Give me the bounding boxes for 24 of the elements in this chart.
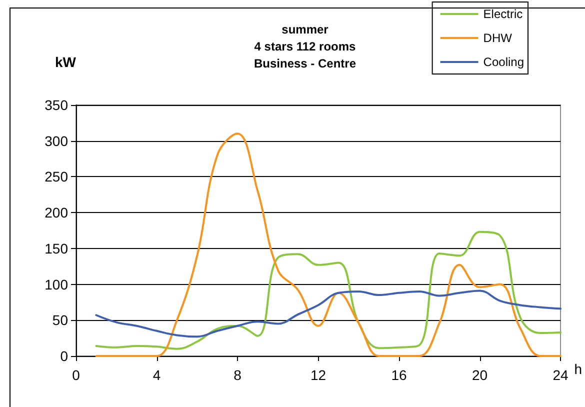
y-tick-label: 350 [44, 97, 68, 113]
y-tick-label: 150 [44, 240, 68, 256]
y-tick-label: 300 [44, 132, 68, 149]
y-tick-label: 0 [60, 348, 68, 364]
x-tick-label: 24 [552, 367, 569, 383]
y-axis-title: kW [55, 54, 77, 70]
y-tick-label: 100 [44, 276, 68, 292]
line-series [95, 290, 562, 338]
legend-label: DHW [483, 31, 513, 45]
x-tick-label: 8 [234, 367, 242, 383]
chart-title: summer 4 stars 112 rooms Business - Centre [254, 22, 356, 70]
x-tick-label: 12 [310, 367, 326, 383]
line-series [95, 132, 562, 357]
y-tick-label: 50 [52, 312, 68, 328]
y-tick-label: 250 [44, 168, 68, 185]
legend-label: Cooling [483, 55, 524, 69]
x-tick-label: 16 [391, 367, 408, 383]
x-tick-label: 0 [72, 367, 80, 383]
x-tick-label: 4 [152, 367, 161, 383]
y-tick-label: 200 [44, 204, 68, 221]
line-series [95, 230, 562, 350]
x-tick-label: 20 [472, 367, 488, 383]
x-axis-title: h [574, 361, 582, 377]
legend-label: Electric [483, 7, 523, 21]
